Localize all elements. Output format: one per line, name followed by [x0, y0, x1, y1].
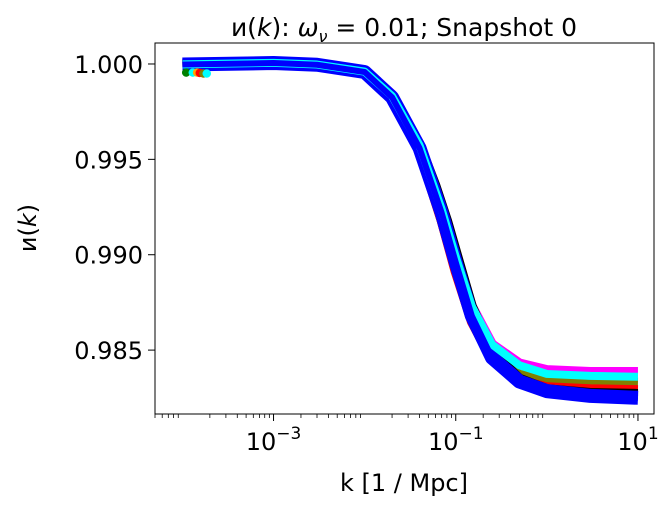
x-tick-label-3: 101 — [617, 424, 658, 456]
series-line-5 — [182, 56, 639, 405]
marker-layer — [181, 68, 212, 78]
series-line-3 — [182, 58, 639, 396]
x-tick-label-2: 10−1 — [428, 424, 484, 456]
series-line-2 — [182, 57, 638, 378]
series-line-4 — [182, 57, 639, 399]
y-axis: 1.000 0.995 0.990 0.985 — [74, 51, 155, 365]
series-line-7 — [182, 60, 639, 401]
y-tick-label-4: 0.985 — [74, 337, 143, 365]
y-tick-label-3: 0.990 — [74, 242, 143, 270]
chart-title: и(k): ων = 0.01; Snapshot 0 — [231, 13, 577, 46]
data-point-6 — [202, 69, 212, 78]
series-line-6 — [182, 58, 639, 381]
x-tick-label-1: 10−3 — [246, 424, 302, 456]
plot-frame — [154, 42, 655, 415]
x-axis-title: k [1 / Mpc] — [340, 469, 468, 497]
y-tick-label-1: 1.000 — [74, 51, 143, 79]
x-axis: 10−3 10−1 101 — [154, 414, 659, 456]
y-tick-label-2: 0.995 — [74, 146, 143, 174]
series-line-1 — [182, 58, 639, 388]
series-layer — [182, 56, 639, 405]
y-axis-title: и(k) — [14, 204, 42, 252]
